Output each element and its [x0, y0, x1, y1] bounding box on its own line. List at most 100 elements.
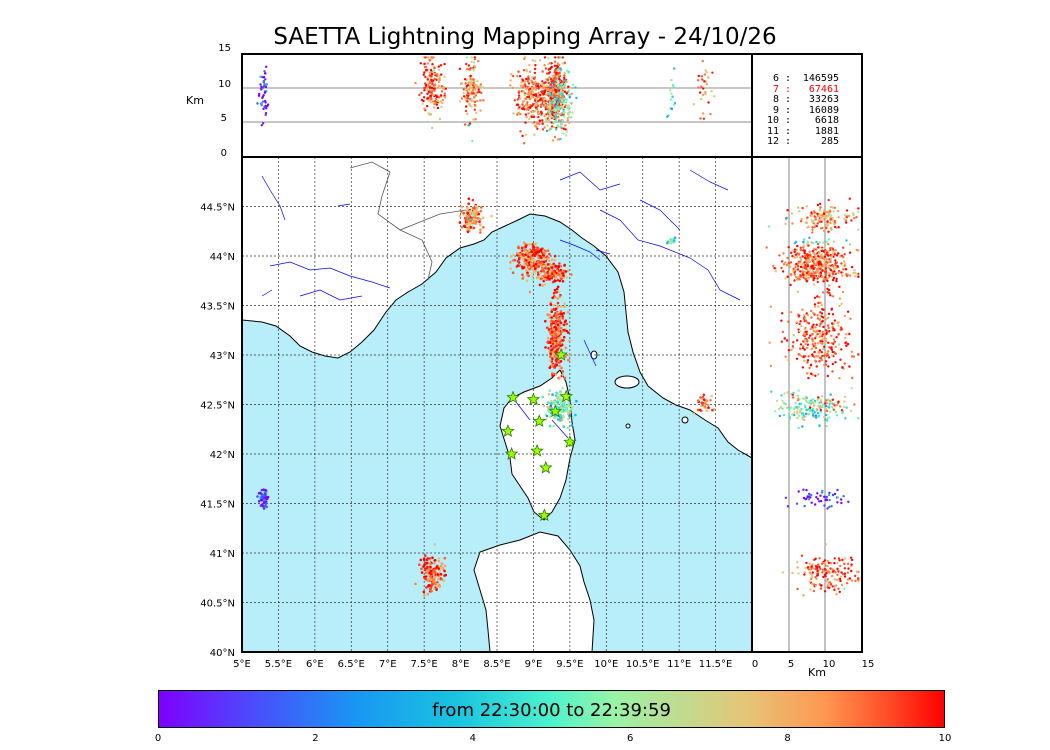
lightning-source — [524, 244, 528, 248]
altitude-source — [555, 94, 558, 97]
lightning-source — [513, 258, 517, 262]
altitude-source — [701, 59, 704, 63]
side-source — [835, 593, 838, 596]
altitude-source — [540, 103, 543, 106]
side-source — [812, 404, 815, 408]
side-source — [820, 312, 824, 315]
colorbar-tick: 2 — [312, 733, 319, 744]
lightning-source — [549, 324, 553, 327]
side-source — [837, 252, 840, 255]
side-source — [802, 345, 805, 348]
side-source — [828, 402, 831, 406]
side-source — [824, 407, 828, 411]
side-source — [847, 500, 850, 503]
altitude-source — [570, 116, 573, 119]
side-source — [806, 216, 809, 219]
side-source — [828, 571, 831, 574]
side-source — [802, 276, 805, 279]
side-source — [820, 263, 823, 266]
side-source — [816, 570, 819, 573]
side-source — [831, 574, 834, 578]
side-source — [812, 278, 815, 282]
side-source — [819, 408, 822, 412]
altitude-source — [432, 56, 435, 59]
lightning-source — [561, 315, 564, 318]
side-source — [836, 561, 839, 565]
lightning-source — [559, 360, 563, 363]
altitude-source — [511, 74, 515, 78]
side-source — [805, 333, 808, 336]
altitude-source — [524, 68, 527, 71]
altitude-source — [555, 108, 558, 111]
lightning-source — [559, 344, 562, 348]
side-source — [793, 407, 796, 411]
lightning-source — [552, 303, 555, 307]
side-source — [806, 372, 809, 375]
altitude-source — [542, 101, 546, 105]
altitude-source — [556, 76, 559, 79]
side-source — [820, 275, 824, 278]
side-source — [812, 262, 816, 265]
side-source — [831, 585, 834, 588]
lightning-source — [534, 262, 538, 266]
side-source — [815, 496, 818, 499]
lightning-source — [534, 251, 538, 255]
star-icon — [539, 460, 553, 474]
side-source — [846, 342, 850, 346]
altitude-source — [425, 75, 429, 79]
side-source — [827, 365, 830, 368]
lightning-source — [566, 426, 570, 430]
altitude-source — [261, 96, 264, 100]
altitude-source — [543, 97, 547, 101]
side-source — [790, 413, 794, 416]
altitude-source — [530, 79, 533, 83]
lightning-source — [428, 560, 431, 564]
side-source — [809, 309, 813, 313]
altitude-source — [559, 120, 562, 123]
lightning-source — [556, 297, 560, 300]
side-source — [831, 568, 834, 571]
side-source — [819, 339, 822, 343]
lightning-source — [471, 198, 475, 202]
side-source — [857, 353, 860, 356]
altitude-source — [420, 91, 423, 95]
altitude-source — [265, 65, 268, 69]
altitude-source — [540, 90, 543, 93]
side-source — [819, 494, 822, 497]
side-source — [857, 207, 860, 210]
side-source — [833, 562, 836, 565]
colorbar-tick: 4 — [469, 733, 476, 744]
side-source — [804, 326, 807, 330]
lightning-source — [425, 561, 429, 565]
altitude-source — [561, 85, 564, 89]
altitude-source — [414, 81, 417, 85]
side-source — [809, 588, 812, 591]
side-source — [806, 264, 810, 267]
side-source — [852, 272, 855, 275]
lightning-source — [555, 269, 559, 273]
altitude-source — [559, 102, 563, 105]
side-source — [800, 263, 803, 266]
side-source — [826, 578, 829, 581]
altitude-source — [473, 104, 477, 108]
count-level: 11 — [766, 125, 779, 137]
lightning-source — [479, 223, 482, 227]
side-source — [773, 267, 776, 270]
side-source — [826, 330, 830, 333]
side-source — [794, 268, 797, 271]
altitude-source — [543, 56, 547, 59]
star-icon — [537, 508, 552, 522]
altitude-source — [541, 119, 544, 122]
side-source — [840, 262, 843, 265]
altitude-source — [547, 57, 550, 60]
side-source — [825, 409, 829, 413]
side-source — [831, 313, 835, 316]
lightning-source — [422, 590, 426, 594]
side-source — [813, 215, 816, 218]
lightning-source — [556, 402, 560, 406]
lightning-source — [548, 355, 552, 358]
count-value: 16089 — [808, 104, 839, 116]
altitude-source — [423, 65, 427, 69]
side-source — [809, 253, 812, 256]
